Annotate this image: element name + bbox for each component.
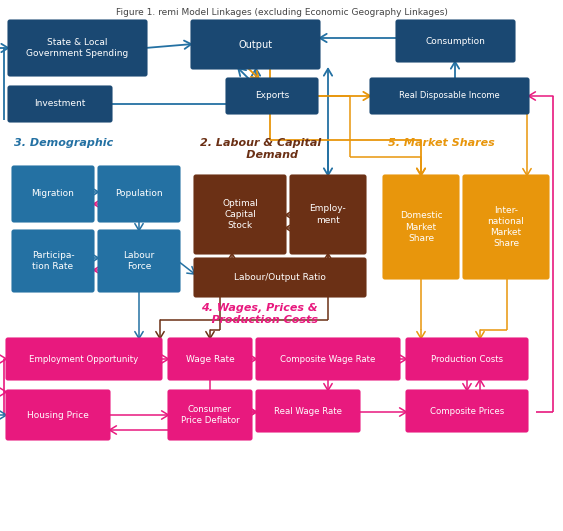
Text: Wage Rate: Wage Rate	[186, 355, 234, 364]
Text: State & Local
Government Spending: State & Local Government Spending	[26, 38, 128, 58]
FancyBboxPatch shape	[168, 390, 252, 440]
FancyBboxPatch shape	[226, 79, 318, 114]
Text: Domestic
Market
Share: Domestic Market Share	[400, 211, 443, 243]
Text: Labour/Output Ratio: Labour/Output Ratio	[234, 273, 326, 282]
Text: Composite Prices: Composite Prices	[430, 407, 504, 415]
FancyBboxPatch shape	[257, 338, 400, 380]
FancyBboxPatch shape	[463, 176, 548, 278]
Text: Consumer
Price Deflator: Consumer Price Deflator	[181, 405, 239, 425]
FancyBboxPatch shape	[99, 167, 180, 221]
Text: Inter-
national
Market
Share: Inter- national Market Share	[488, 206, 525, 248]
Text: Figure 1. remi Model Linkages (excluding Economic Geography Linkages): Figure 1. remi Model Linkages (excluding…	[115, 8, 448, 17]
Text: Employment Opportunity: Employment Opportunity	[29, 355, 138, 364]
FancyBboxPatch shape	[12, 167, 93, 221]
FancyBboxPatch shape	[257, 390, 360, 432]
FancyBboxPatch shape	[383, 176, 458, 278]
FancyBboxPatch shape	[7, 338, 162, 380]
FancyBboxPatch shape	[194, 176, 285, 253]
FancyBboxPatch shape	[370, 79, 529, 114]
FancyBboxPatch shape	[7, 390, 109, 440]
FancyBboxPatch shape	[191, 21, 319, 68]
Text: 5. Market Shares: 5. Market Shares	[388, 138, 495, 148]
Text: 4. Wages, Prices &
   Production Costs: 4. Wages, Prices & Production Costs	[200, 303, 318, 324]
Text: 2. Labour & Capital
      Demand: 2. Labour & Capital Demand	[200, 138, 321, 160]
FancyBboxPatch shape	[194, 259, 365, 296]
Text: Production Costs: Production Costs	[431, 355, 503, 364]
FancyBboxPatch shape	[8, 87, 111, 122]
Text: Composite Wage Rate: Composite Wage Rate	[280, 355, 376, 364]
Text: Optimal
Capital
Stock: Optimal Capital Stock	[222, 199, 258, 230]
FancyBboxPatch shape	[406, 338, 528, 380]
FancyBboxPatch shape	[396, 21, 515, 62]
Text: Housing Price: Housing Price	[27, 410, 89, 419]
FancyBboxPatch shape	[99, 230, 180, 292]
Text: Consumption: Consumption	[426, 37, 485, 46]
Text: Output: Output	[239, 39, 272, 49]
Text: Labour
Force: Labour Force	[123, 251, 155, 271]
Text: Employ-
ment: Employ- ment	[310, 204, 346, 225]
FancyBboxPatch shape	[12, 230, 93, 292]
FancyBboxPatch shape	[291, 176, 365, 253]
FancyBboxPatch shape	[168, 338, 252, 380]
Text: Investment: Investment	[34, 99, 86, 108]
Text: Exports: Exports	[255, 91, 289, 100]
Text: Real Wage Rate: Real Wage Rate	[274, 407, 342, 415]
FancyBboxPatch shape	[8, 21, 146, 75]
Text: Migration: Migration	[32, 190, 74, 199]
Text: 3. Demographic: 3. Demographic	[14, 138, 113, 148]
FancyBboxPatch shape	[406, 390, 528, 432]
Text: Real Disposable Income: Real Disposable Income	[399, 91, 500, 100]
Text: Participa-
tion Rate: Participa- tion Rate	[32, 251, 74, 271]
Text: Population: Population	[115, 190, 163, 199]
